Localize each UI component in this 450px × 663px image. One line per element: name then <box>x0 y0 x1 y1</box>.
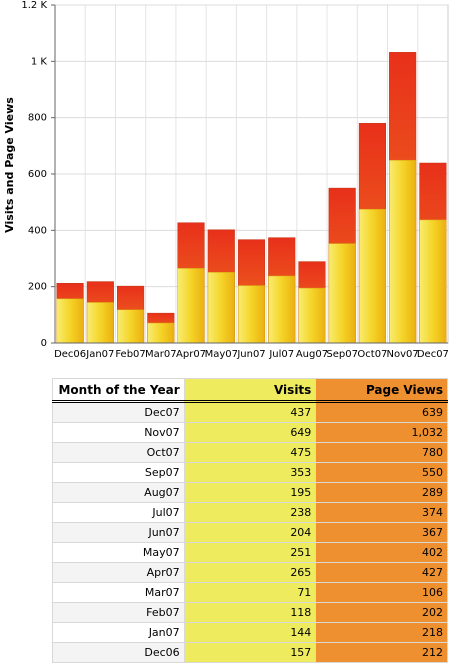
table-cell: 427 <box>315 562 448 583</box>
table-cell: Feb07 <box>52 602 185 623</box>
table-cell: May07 <box>52 542 185 563</box>
x-tick-label: Mar07 <box>145 349 177 360</box>
x-tick-label: Sep07 <box>326 349 358 360</box>
table-row: Oct07 475 780 <box>52 442 448 463</box>
table-cell: 204 <box>183 522 317 543</box>
x-tick-label: Jan07 <box>85 349 114 360</box>
table-row: Nov07 649 1,032 <box>52 422 448 443</box>
table-cell: Jul07 <box>52 502 185 523</box>
table-row: Mar07 71 106 <box>52 582 448 603</box>
bar <box>86 302 114 344</box>
table-cell: Oct07 <box>52 442 185 463</box>
x-tick-label: Feb07 <box>115 349 145 360</box>
bar <box>358 208 386 344</box>
table-cell: Jan07 <box>52 622 185 643</box>
bar <box>117 309 145 344</box>
table-cell: 106 <box>315 582 448 603</box>
bar <box>389 159 417 344</box>
table-cell: 402 <box>315 542 448 563</box>
header-cell: Month of the Year <box>52 378 185 403</box>
table-row: Jan07 144 218 <box>52 622 448 643</box>
table-row: May07 251 402 <box>52 542 448 563</box>
x-tick-label: Jul07 <box>268 349 294 360</box>
header-cell: Visits <box>183 378 317 403</box>
table-row: Apr07 265 427 <box>52 562 448 583</box>
x-tick-label: Dec07 <box>417 349 449 360</box>
x-tick-label: May07 <box>205 349 238 360</box>
header-cell: Page Views <box>315 378 448 403</box>
table-cell: Nov07 <box>52 422 185 443</box>
bar <box>237 285 266 344</box>
y-tick-label: 800 <box>28 113 47 124</box>
table-cell: 265 <box>183 562 317 583</box>
table-row: Jul07 238 374 <box>52 502 448 523</box>
x-tick-label: Aug07 <box>296 349 328 360</box>
x-tick-label: Jun07 <box>236 349 265 360</box>
y-axis-label: Visits and Page Views <box>3 97 16 233</box>
y-tick-label: 600 <box>28 169 47 180</box>
table-cell: 639 <box>315 401 448 423</box>
table-cell: 157 <box>183 642 317 663</box>
table-cell: 251 <box>183 542 317 563</box>
bar <box>419 219 447 344</box>
table-row: Jun07 204 367 <box>52 522 448 543</box>
header-row: Month of the Year Visits Page Views <box>52 378 448 403</box>
table-row: Sep07 353 550 <box>52 462 448 483</box>
table-cell: 367 <box>315 522 448 543</box>
table-cell: Jun07 <box>52 522 185 543</box>
table-cell: 475 <box>183 442 317 463</box>
y-tick-label: 1 K <box>31 56 48 67</box>
table-cell: 780 <box>315 442 448 463</box>
x-tick-label: Apr07 <box>176 349 206 360</box>
y-tick-label: 1.2 K <box>21 0 47 11</box>
bar <box>328 243 356 344</box>
table-cell: 374 <box>315 502 448 523</box>
bar <box>207 272 235 344</box>
table-row: Dec07 437 639 <box>52 401 448 423</box>
table-cell: 195 <box>183 482 317 503</box>
bar <box>268 275 296 344</box>
table-cell: Dec06 <box>52 642 185 663</box>
table-cell: Dec07 <box>52 401 185 423</box>
table-cell: Apr07 <box>52 562 185 583</box>
table-cell: 144 <box>183 622 317 643</box>
y-tick-label: 200 <box>28 282 47 293</box>
table-row: Feb07 118 202 <box>52 602 448 623</box>
table-cell: 218 <box>315 622 448 643</box>
table-cell: 238 <box>183 502 317 523</box>
table-cell: 212 <box>315 642 448 663</box>
table-cell: 202 <box>315 602 448 623</box>
chart: Visits and Page Views 0 200 400 600 800 1 K 1.… <box>3 0 449 360</box>
data-table: Month of the Year Visits Page Views Dec07 43… <box>52 378 448 663</box>
table-row: Dec06 157 212 <box>52 642 448 663</box>
table-cell: 649 <box>183 422 317 443</box>
bar <box>298 287 326 344</box>
bar <box>147 322 175 344</box>
table-row: Aug07 195 289 <box>52 482 448 503</box>
table-cell: 437 <box>183 401 317 423</box>
x-tick-label: Nov07 <box>387 349 419 360</box>
table-cell: Aug07 <box>52 482 185 503</box>
table-cell: 353 <box>183 462 317 483</box>
table-cell: Sep07 <box>52 462 185 483</box>
table-cell: 118 <box>183 602 317 623</box>
bar <box>56 298 84 344</box>
x-tick-label: Dec06 <box>54 349 86 360</box>
x-tick-label: Oct07 <box>357 349 387 360</box>
table-cell: 289 <box>315 482 448 503</box>
y-tick-label: 400 <box>28 225 47 236</box>
bar <box>177 268 205 344</box>
y-tick-label: 0 <box>41 338 47 349</box>
table-cell: Mar07 <box>52 582 185 603</box>
table-cell: 71 <box>183 582 317 603</box>
table-cell: 550 <box>315 462 448 483</box>
table-cell: 1,032 <box>315 422 448 443</box>
